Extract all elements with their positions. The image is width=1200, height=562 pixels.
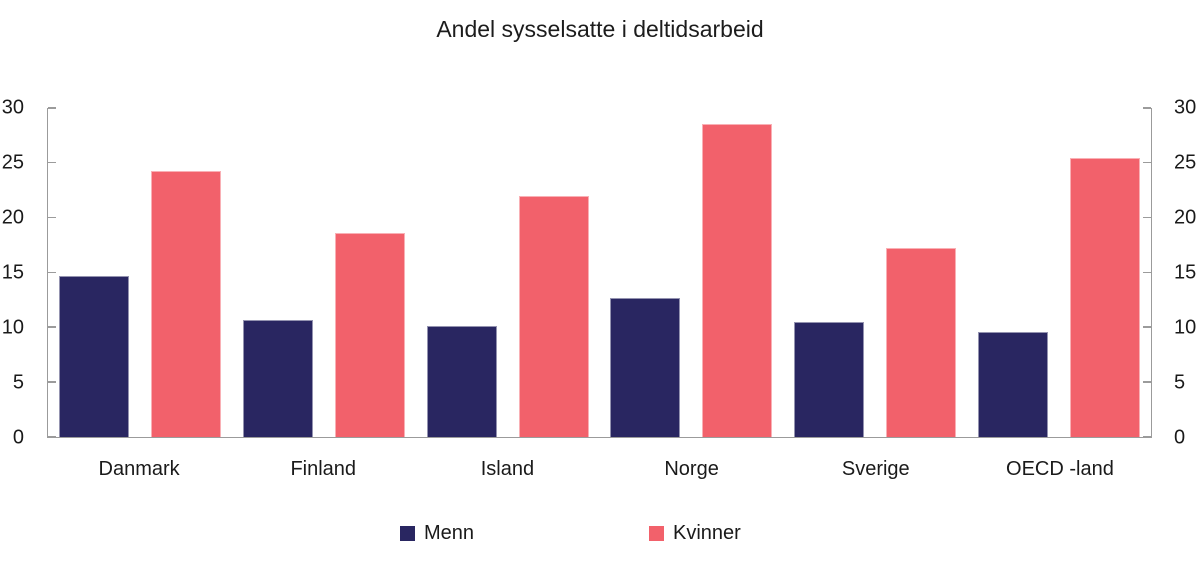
legend-item-kvinner: Kvinner (649, 521, 741, 545)
y-tick-label-left-5: 5 (12, 371, 24, 394)
y-axis-labels-right: 0 5 10 15 20 25 30 (1174, 97, 1200, 449)
y-tick-label-left-15: 15 (1, 261, 24, 284)
y-tick-label-right-25: 25 (1174, 151, 1197, 174)
bar-kvinner-norge (702, 124, 773, 437)
x-label-norge: Norge (664, 458, 719, 480)
y-tick-left-30 (48, 107, 56, 109)
legend-item-menn: Menn (400, 521, 474, 545)
x-label-finland: Finland (290, 458, 357, 480)
bar-group-norge (599, 108, 783, 437)
plot-area (47, 107, 1152, 438)
y-tick-label-left-0: 0 (12, 426, 24, 449)
y-tick-right-0 (1143, 436, 1151, 438)
bar-menn-sverige (794, 321, 865, 437)
y-tick-right-15 (1143, 271, 1151, 273)
y-tick-label-left-10: 10 (1, 316, 24, 339)
bar-group-sverige (783, 108, 967, 437)
y-tick-label-left-20: 20 (1, 206, 24, 229)
legend-swatch-icon (649, 525, 664, 541)
bar-kvinner-finland (334, 233, 405, 437)
bar-menn-norge (610, 297, 681, 437)
bar-menn-danmark (58, 275, 129, 437)
bar-group-island (416, 108, 600, 437)
x-label-sverige: Sverige (841, 458, 910, 480)
y-tick-label-right-0: 0 (1174, 426, 1186, 449)
y-tick-right-30 (1143, 107, 1151, 109)
bar-kvinner-danmark (150, 170, 221, 437)
bar-kvinner-island (518, 195, 589, 437)
y-tick-label-right-5: 5 (1174, 371, 1186, 394)
y-tick-left-25 (48, 161, 56, 164)
legend-swatch-icon (400, 525, 415, 541)
y-tick-label-right-10: 10 (1174, 316, 1197, 339)
x-label-danmark: Danmark (98, 458, 180, 480)
y-tick-right-20 (1143, 216, 1151, 219)
y-tick-left-0 (48, 436, 56, 438)
y-tick-left-10 (48, 326, 56, 328)
y-tick-label-left-25: 25 (1, 151, 24, 174)
y-axis-labels-left: 0 5 10 15 20 25 30 (0, 97, 24, 449)
x-label-island: Island (480, 458, 535, 480)
legend-label: Kvinner (673, 521, 741, 544)
bar-menn-island (426, 326, 497, 437)
y-tick-label-left-30: 30 (1, 96, 24, 119)
bar-group-danmark (48, 108, 232, 437)
y-tick-label-right-20: 20 (1174, 206, 1197, 229)
bar-group-oecd-land (967, 108, 1151, 437)
legend: Menn Kvinner (0, 521, 1200, 545)
bar-kvinner-sverige (886, 248, 957, 437)
x-axis-labels: Danmark Finland Island Norge Sverige OECD -la… (47, 458, 1152, 481)
bar-group-finland (232, 108, 416, 437)
y-tick-right-10 (1143, 326, 1151, 328)
bar-menn-oecd-land (978, 331, 1049, 437)
y-tick-left-20 (48, 216, 56, 219)
y-tick-left-15 (48, 271, 56, 273)
y-tick-label-right-15: 15 (1174, 261, 1197, 284)
x-label-oecd-land: OECD -land (1006, 458, 1114, 480)
y-tick-left-5 (48, 381, 56, 383)
bar-menn-finland (242, 319, 313, 437)
legend-label: Menn (424, 521, 475, 544)
y-tick-right-25 (1143, 161, 1151, 164)
y-tick-right-5 (1143, 381, 1151, 383)
chart-title: Andel sysselsatte i deltidsarbeid (436, 16, 764, 42)
bars-row (48, 108, 1151, 437)
bar-kvinner-oecd-land (1070, 158, 1141, 437)
y-tick-label-right-30: 30 (1174, 96, 1197, 119)
